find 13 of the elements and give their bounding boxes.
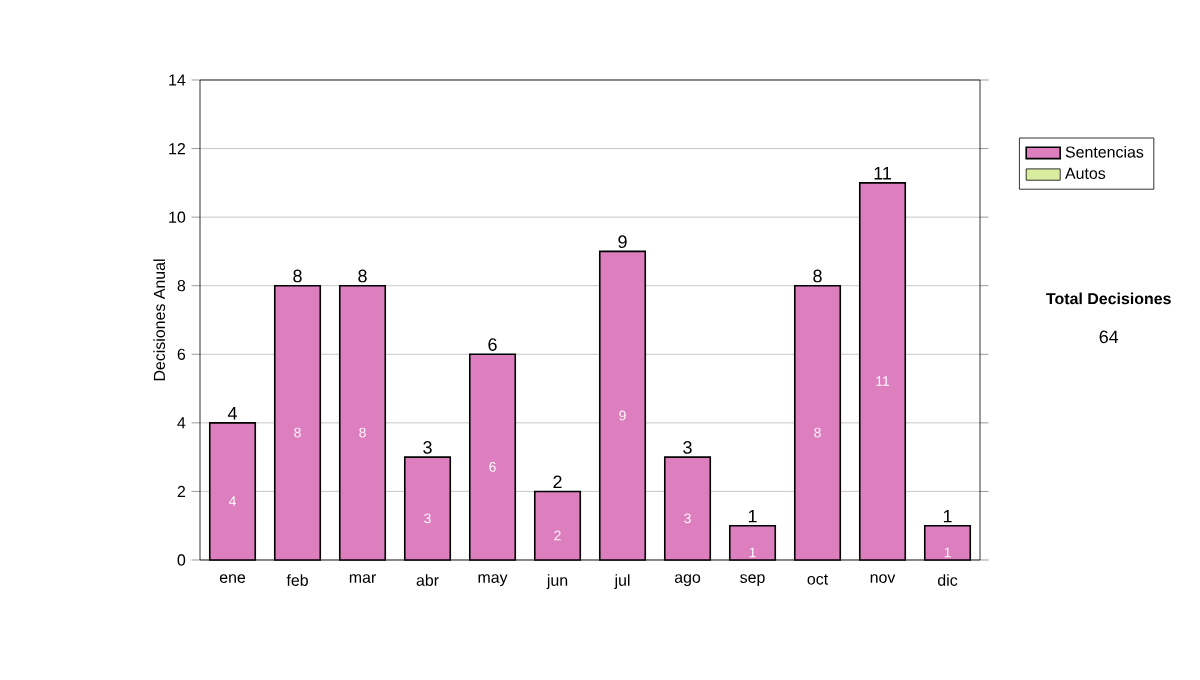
total-label: 3 xyxy=(423,441,432,454)
total-label: 6 xyxy=(488,338,497,351)
total-label: 4 xyxy=(227,407,237,420)
total-label: 1 xyxy=(748,509,757,523)
total-label: 8 xyxy=(358,269,367,283)
total-label: 3 xyxy=(683,441,692,454)
total-label: 1 xyxy=(943,509,952,523)
total-label: 11 xyxy=(874,167,891,180)
text: 64 xyxy=(1099,330,1119,344)
total-label: 9 xyxy=(618,235,627,249)
total-label: 8 xyxy=(813,269,822,283)
total-label: 2 xyxy=(553,475,562,489)
total-label: 8 xyxy=(293,269,302,283)
